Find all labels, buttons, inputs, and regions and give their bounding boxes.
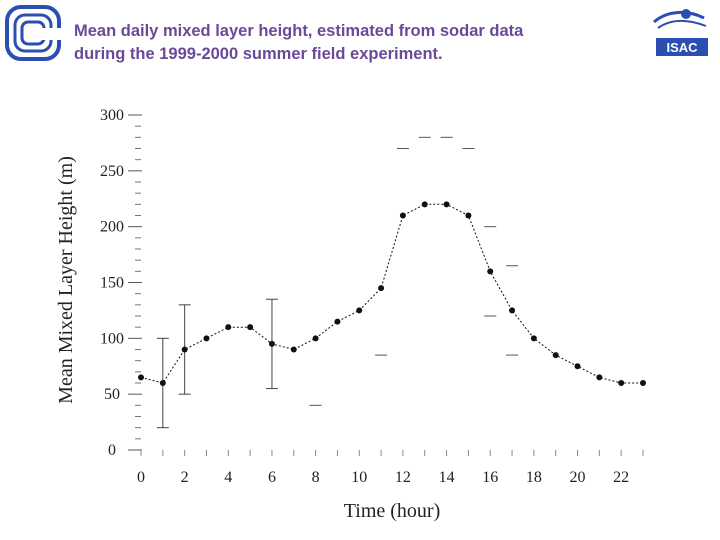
y-tick-label: 50 <box>104 386 120 403</box>
x-axis-label: Time (hour) <box>344 500 440 522</box>
data-point <box>378 285 385 292</box>
data-point <box>399 212 406 219</box>
data-point <box>225 324 232 331</box>
data-point <box>574 363 581 370</box>
data-marks <box>138 136 646 429</box>
isac-logo-text: ISAC <box>666 40 698 55</box>
data-point <box>509 307 516 314</box>
data-point <box>487 268 494 275</box>
y-tick-label: 150 <box>100 275 124 292</box>
data-point <box>465 212 472 219</box>
x-tick-label: 4 <box>224 469 232 486</box>
data-point <box>618 380 625 386</box>
x-tick-label: 16 <box>482 469 498 486</box>
y-tick-label: 100 <box>100 330 124 347</box>
data-point <box>596 374 603 381</box>
x-tick-label: 2 <box>181 469 189 486</box>
y-tick-label: 300 <box>100 107 124 124</box>
axes: 0 50 100 150 200 250 300 0 2 4 6 8 10 12 14 16 18 20 22 <box>100 107 644 486</box>
data-point <box>421 201 428 208</box>
data-point <box>443 201 450 208</box>
x-tick-label: 18 <box>526 469 542 486</box>
chart-title: Mean daily mixed layer height, estimated… <box>74 20 634 66</box>
data-point <box>203 335 210 342</box>
data-point <box>334 318 341 325</box>
x-tick-label: 12 <box>395 469 411 486</box>
y-tick-label: 0 <box>108 442 116 459</box>
x-tick-label: 10 <box>351 469 367 486</box>
data-point <box>552 352 559 359</box>
x-tick-label: 14 <box>439 469 455 486</box>
data-point <box>290 346 297 353</box>
x-tick-label: 8 <box>312 469 320 486</box>
y-tick-label: 250 <box>100 163 124 180</box>
isac-logo: ISAC <box>646 4 716 65</box>
data-point <box>356 307 363 314</box>
data-point <box>159 380 166 386</box>
series-line <box>140 203 643 384</box>
x-tick-label: 20 <box>570 469 586 486</box>
x-tick-label: 6 <box>268 469 276 486</box>
y-tick-label: 200 <box>100 219 124 236</box>
data-point <box>138 374 144 381</box>
y-axis-label: Mean Mixed Layer Height (m) <box>55 156 77 404</box>
data-point <box>181 346 188 353</box>
x-tick-label: 0 <box>137 469 145 486</box>
data-point <box>312 335 319 342</box>
title-line-2: during the 1999-2000 summer field experi… <box>74 45 443 63</box>
data-point <box>268 340 275 347</box>
title-line-1: Mean daily mixed layer height, estimated… <box>74 22 524 40</box>
institution-logo-left <box>4 4 64 69</box>
data-point <box>530 335 537 342</box>
data-point <box>247 324 254 331</box>
data-point <box>640 380 646 386</box>
x-tick-label: 22 <box>613 469 629 486</box>
